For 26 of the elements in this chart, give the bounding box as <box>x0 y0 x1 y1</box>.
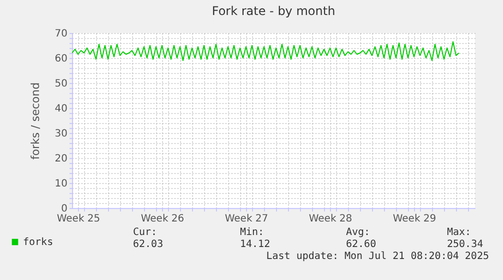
x-tick-label: Week 28 <box>308 214 352 224</box>
text: Avg: <box>346 227 370 238</box>
y-tick-label: 50 <box>54 78 68 90</box>
legend-label: forks <box>23 237 54 248</box>
y-tick-label: 30 <box>54 128 68 140</box>
text: 62.60 <box>346 239 376 250</box>
text: 14.12 <box>240 239 270 250</box>
y-tick-label: 10 <box>54 178 68 190</box>
line-series <box>72 41 460 61</box>
x-tick-label: Week 26 <box>140 214 184 224</box>
y-tick-label: 20 <box>54 154 68 164</box>
x-tick-label: Week 29 <box>392 214 436 224</box>
y-axis-title: forks / second <box>28 82 42 160</box>
text: Min: <box>240 227 264 238</box>
text: Max: <box>447 227 472 238</box>
text: Cur: <box>133 227 158 238</box>
x-tick-label: Week 27 <box>224 214 268 224</box>
text: 250.34 <box>447 239 484 250</box>
chart-title: Fork rate - by month <box>212 4 336 18</box>
y-tick-label: 60 <box>54 54 68 64</box>
text: 62.03 <box>133 239 164 250</box>
y-tick-label: 0 <box>61 204 68 214</box>
text: Last update: Mon Jul 21 08:20:04 2025 <box>266 251 489 262</box>
y-tick-label: 70 <box>54 28 68 40</box>
y-tick-label: 40 <box>54 104 68 114</box>
x-tick-label: Week 25 <box>56 214 100 224</box>
